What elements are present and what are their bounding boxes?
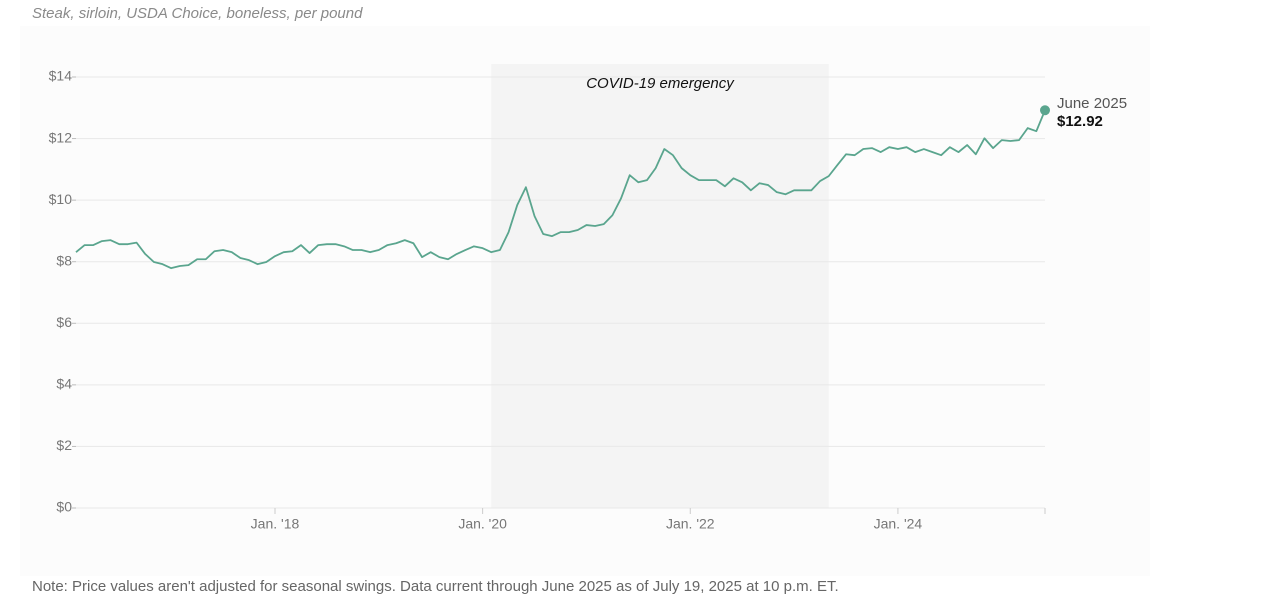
end-date-label: June 2025 — [1057, 95, 1127, 112]
end-value-label: $12.92 — [1057, 113, 1103, 130]
shade-label: COVID-19 emergency — [586, 75, 735, 92]
chart-subtitle: Steak, sirloin, USDA Choice, boneless, p… — [32, 5, 363, 22]
chart-note: Note: Price values aren't adjusted for s… — [32, 578, 839, 595]
y-tick-label: $10 — [49, 191, 73, 207]
end-point — [1040, 105, 1050, 116]
series-line — [75, 109, 1046, 270]
x-tick-label: Jan. '18 — [251, 516, 300, 532]
y-tick-label: $2 — [56, 437, 72, 453]
x-tick-label: Jan. '20 — [458, 516, 507, 532]
x-tick-label: Jan. '24 — [874, 516, 923, 532]
y-tick-label: $0 — [56, 499, 72, 515]
y-tick-label: $12 — [49, 129, 73, 145]
y-tick-label: $4 — [56, 376, 72, 392]
y-tick-label: $6 — [56, 314, 72, 330]
x-tick-label: Jan. '22 — [666, 516, 715, 532]
shade-band — [491, 64, 829, 508]
y-tick-label: $14 — [49, 68, 73, 84]
y-tick-label: $8 — [56, 252, 72, 268]
